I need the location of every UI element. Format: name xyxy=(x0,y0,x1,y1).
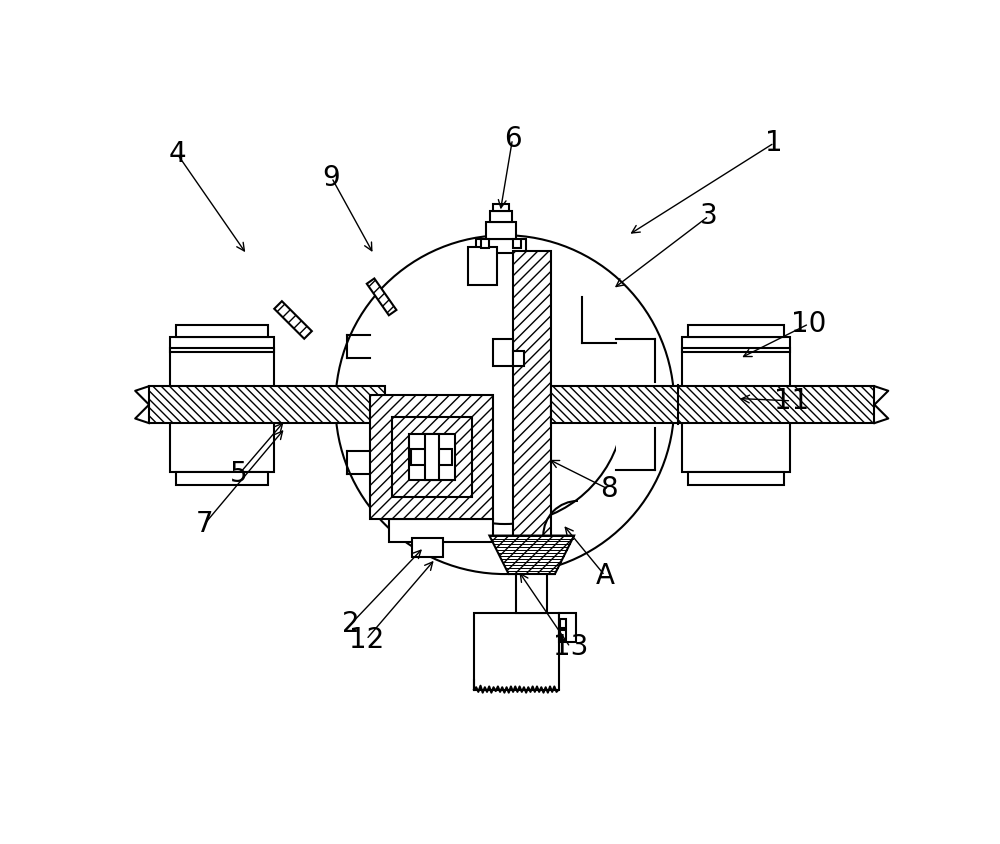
Circle shape xyxy=(335,235,674,574)
Text: 13: 13 xyxy=(553,633,588,661)
Text: 7: 7 xyxy=(196,510,213,538)
Polygon shape xyxy=(367,279,396,316)
Bar xyxy=(486,222,516,239)
Bar xyxy=(474,613,559,690)
Text: 3: 3 xyxy=(700,202,718,230)
Bar xyxy=(551,387,874,423)
Text: 5: 5 xyxy=(230,460,248,488)
Bar xyxy=(559,613,576,641)
Bar xyxy=(560,630,566,640)
Bar xyxy=(512,251,551,555)
Bar xyxy=(476,239,526,253)
Bar xyxy=(176,325,268,337)
Text: 11: 11 xyxy=(774,387,809,414)
Bar xyxy=(682,348,790,352)
Bar xyxy=(392,417,472,497)
Bar xyxy=(412,538,443,557)
Bar xyxy=(560,619,566,628)
Bar xyxy=(688,325,784,337)
Bar xyxy=(170,337,274,473)
Bar xyxy=(370,396,493,518)
Polygon shape xyxy=(489,536,574,574)
Text: 1: 1 xyxy=(765,129,783,157)
Bar xyxy=(493,339,512,366)
Text: A: A xyxy=(595,561,614,590)
Text: 9: 9 xyxy=(323,164,340,192)
Text: 8: 8 xyxy=(600,475,618,503)
Bar xyxy=(490,211,512,222)
Bar xyxy=(411,449,452,465)
Bar xyxy=(170,348,274,352)
Text: 2: 2 xyxy=(342,610,360,638)
Bar xyxy=(409,434,455,480)
Text: 12: 12 xyxy=(349,625,384,653)
Text: 4: 4 xyxy=(169,140,186,169)
Bar xyxy=(176,473,268,484)
Bar xyxy=(425,434,439,480)
Text: 10: 10 xyxy=(791,310,827,338)
Bar xyxy=(513,239,521,248)
Bar xyxy=(512,351,524,366)
Bar xyxy=(149,387,385,423)
Bar xyxy=(688,473,784,484)
Bar xyxy=(481,239,489,248)
Bar xyxy=(493,203,509,211)
Text: 6: 6 xyxy=(504,125,521,153)
Bar xyxy=(616,339,659,470)
Bar xyxy=(389,518,493,542)
Bar xyxy=(516,574,547,613)
Bar xyxy=(468,246,497,285)
Bar xyxy=(682,337,790,473)
Bar xyxy=(582,297,620,343)
Polygon shape xyxy=(274,301,312,338)
